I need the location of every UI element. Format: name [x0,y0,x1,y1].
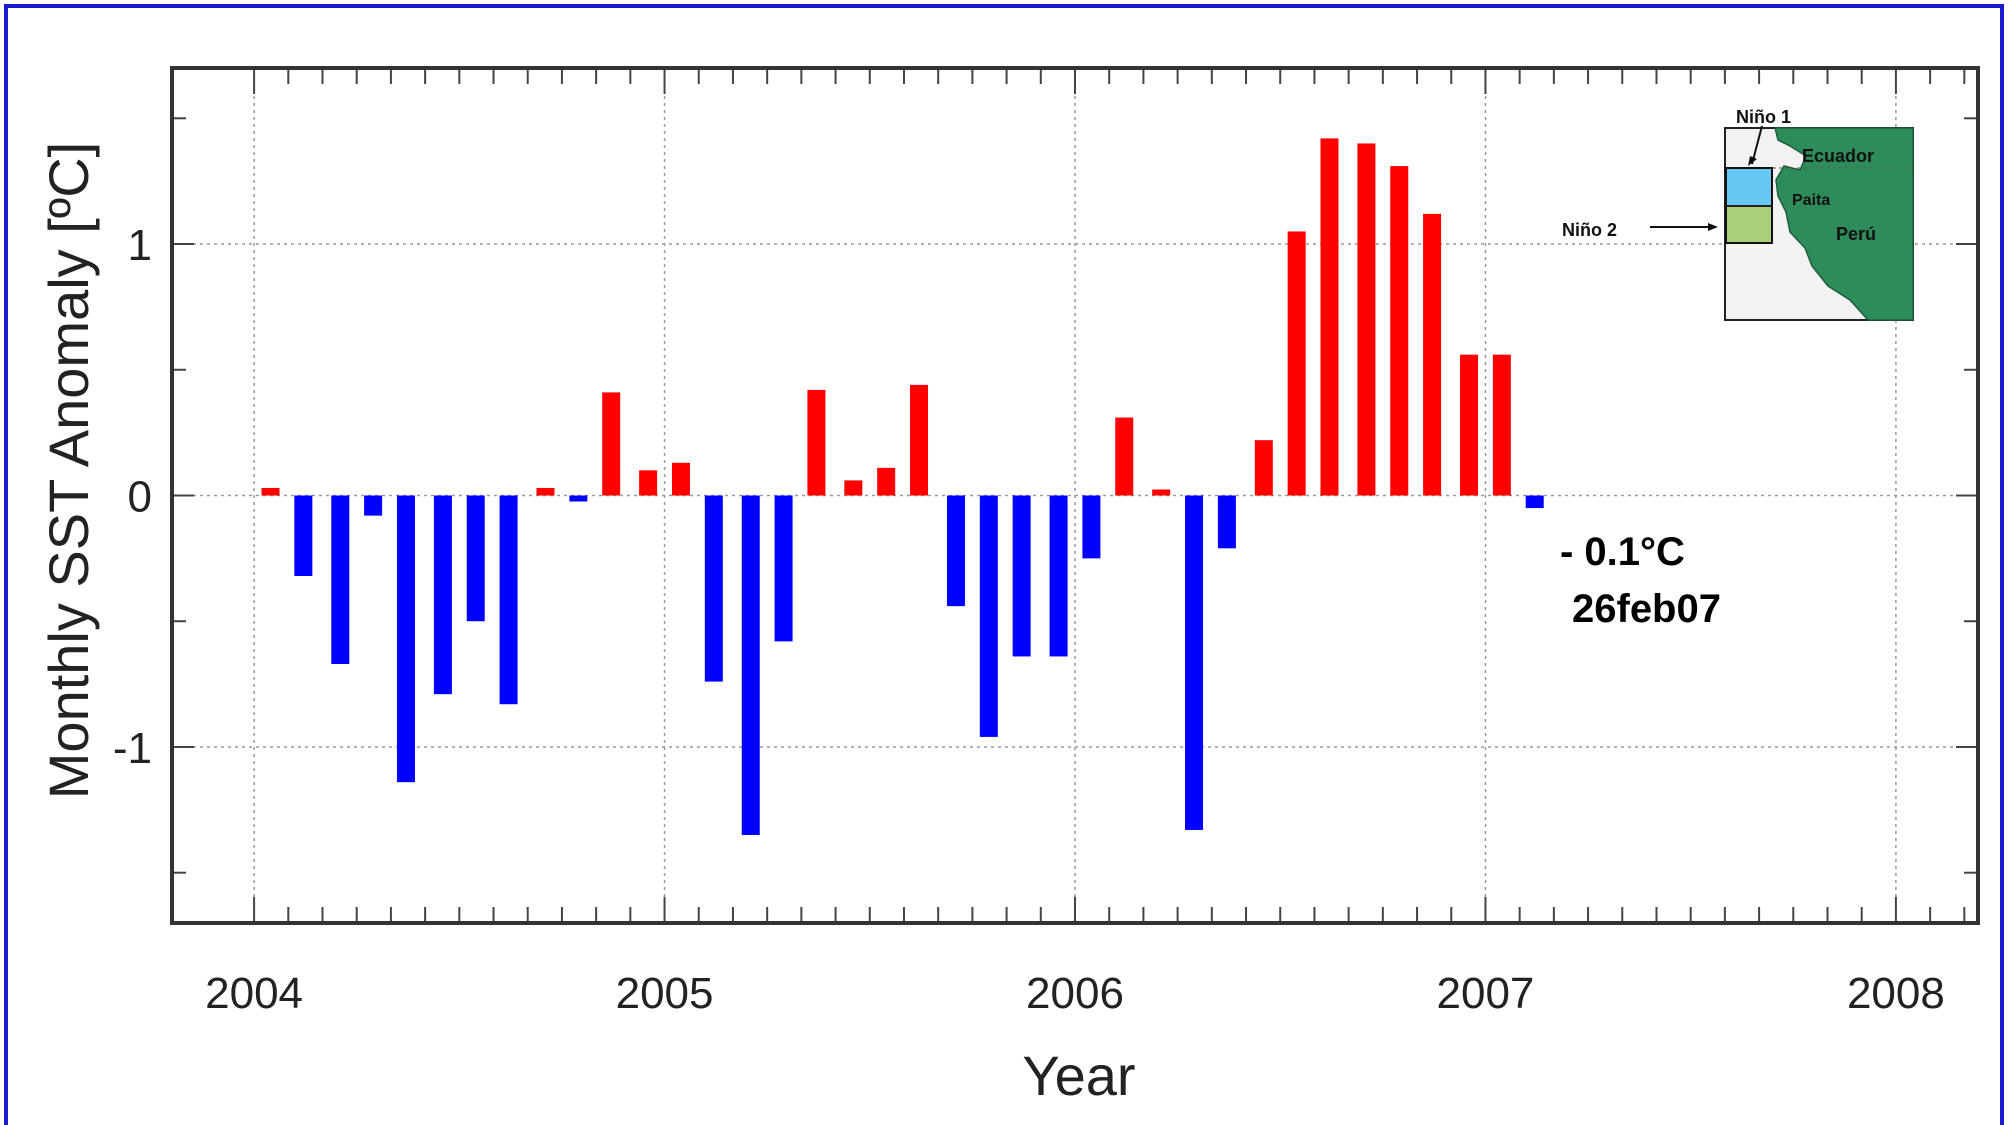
x-tick-label: 2007 [1437,969,1535,1018]
bar [1525,495,1544,509]
y-axis-title: Monthly SST Anomaly [ºC] [37,142,100,799]
nino1-region-box [1725,167,1773,207]
x-tick-label: 2008 [1847,969,1945,1018]
bar [741,495,760,835]
bar [331,495,350,664]
bar [1460,354,1479,496]
nino-regions-outline [1725,167,1773,244]
bar [671,462,690,496]
bar [499,495,518,705]
bar [1012,495,1031,657]
bar [979,495,998,737]
bar [294,495,313,576]
annotation-date: 26feb07 [1572,587,1721,631]
bar [877,467,896,496]
bar [910,384,929,496]
bar [261,487,280,496]
minor-ticks [172,68,1978,923]
bar [1152,489,1171,496]
bar [536,487,555,496]
nino2-arrowhead [1708,223,1718,231]
bar [1423,213,1442,496]
bar [1082,495,1101,559]
y-tick-label: 1 [128,221,152,270]
bar [946,495,965,607]
ecuador-label: Ecuador [1802,146,1874,166]
bar [1320,138,1339,496]
bar [844,480,863,496]
x-axis-title: Year [1022,1044,1135,1107]
x-tick-label: 2005 [616,969,714,1018]
bar [466,495,485,622]
bar [1287,231,1306,496]
x-tick-label: 2004 [205,969,303,1018]
bar [639,470,658,496]
nino2-label: Niño 2 [1562,220,1617,240]
paita-label: Paita [1792,192,1830,209]
bar [1357,143,1376,496]
bar [1115,417,1134,496]
nino2-region-box [1725,205,1773,244]
plot-area-border [170,66,1980,925]
y-tick-label: 0 [128,473,152,522]
bar [774,495,793,642]
nino1-arrowhead [1748,156,1757,166]
bar [1390,166,1409,496]
y-tick-label: -1 [113,724,152,773]
bar [1492,354,1511,496]
bar [396,495,415,783]
bar [569,495,588,502]
bar [1185,495,1204,830]
map-land-ecuador-peru [1774,127,1914,321]
nino1-label: Niño 1 [1736,107,1791,127]
bar [602,392,621,496]
bars [261,138,1544,835]
x-tick-label: 2006 [1026,969,1124,1018]
figure-frame [4,4,2004,1125]
annotation-anomaly-value: - 0.1°C [1560,530,1685,574]
bar [1254,440,1273,496]
peru-label: Perú [1836,224,1876,244]
bar [1049,495,1068,657]
bar [807,389,826,496]
x-tick-labels: 2004 2005 2006 2007 2008 [205,969,1945,1018]
bar [1217,495,1236,549]
bar [364,495,383,516]
bar [704,495,723,682]
y-tick-labels: -1 0 1 [113,221,152,773]
bar [433,495,452,695]
inset-map: Niño 1 Niño 2 Ecuador Paita Perú [1562,107,1914,321]
